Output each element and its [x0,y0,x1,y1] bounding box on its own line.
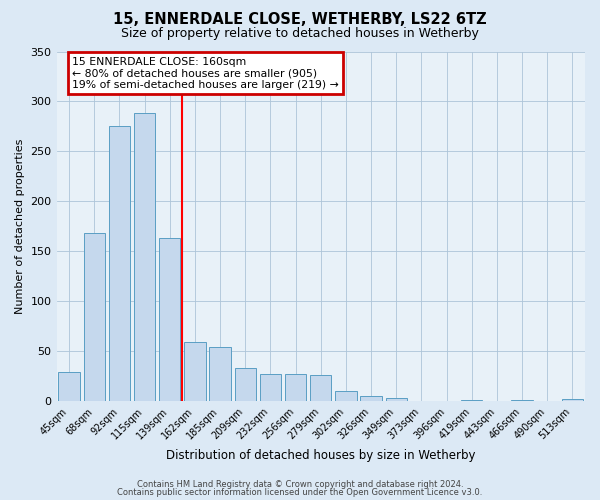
Bar [386,398,407,402]
Bar [209,348,231,402]
Bar [109,126,130,402]
Bar [159,238,181,402]
Bar [361,396,382,402]
Bar [285,374,307,402]
Text: 15 ENNERDALE CLOSE: 160sqm
← 80% of detached houses are smaller (905)
19% of sem: 15 ENNERDALE CLOSE: 160sqm ← 80% of deta… [73,56,339,90]
Bar [511,400,533,402]
Bar [461,400,482,402]
Text: 15, ENNERDALE CLOSE, WETHERBY, LS22 6TZ: 15, ENNERDALE CLOSE, WETHERBY, LS22 6TZ [113,12,487,28]
Text: Size of property relative to detached houses in Wetherby: Size of property relative to detached ho… [121,28,479,40]
Bar [260,374,281,402]
Bar [184,342,206,402]
Bar [58,372,80,402]
Y-axis label: Number of detached properties: Number of detached properties [15,139,25,314]
Bar [335,392,356,402]
Text: Contains public sector information licensed under the Open Government Licence v3: Contains public sector information licen… [118,488,482,497]
Bar [310,376,331,402]
Bar [235,368,256,402]
Bar [134,114,155,402]
X-axis label: Distribution of detached houses by size in Wetherby: Distribution of detached houses by size … [166,450,476,462]
Text: Contains HM Land Registry data © Crown copyright and database right 2024.: Contains HM Land Registry data © Crown c… [137,480,463,489]
Bar [562,400,583,402]
Bar [83,234,105,402]
